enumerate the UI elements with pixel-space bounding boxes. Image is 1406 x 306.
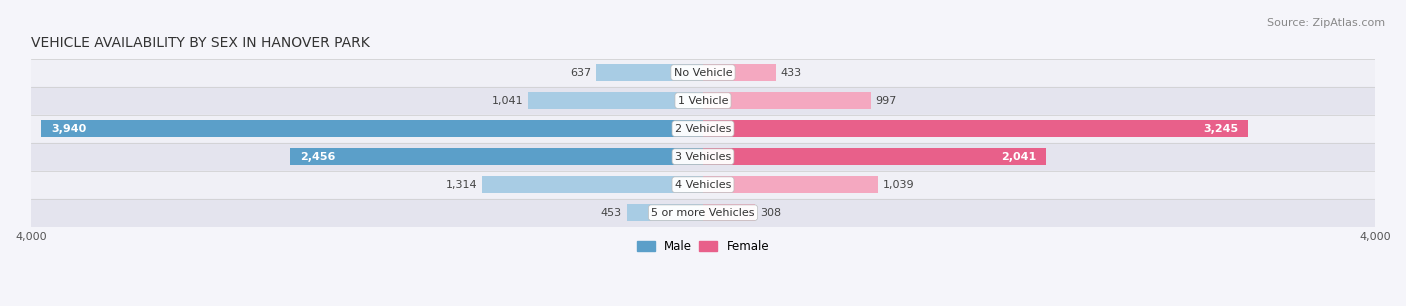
Text: 3,245: 3,245 bbox=[1204, 124, 1239, 134]
Bar bbox=[703, 204, 755, 221]
Bar bbox=[31, 58, 1375, 87]
Text: 4 Vehicles: 4 Vehicles bbox=[675, 180, 731, 190]
Bar bbox=[703, 148, 1046, 165]
Text: 1 Vehicle: 1 Vehicle bbox=[678, 95, 728, 106]
Text: 2,456: 2,456 bbox=[301, 152, 336, 162]
Text: 997: 997 bbox=[876, 95, 897, 106]
Legend: Male, Female: Male, Female bbox=[633, 235, 773, 258]
Text: 453: 453 bbox=[600, 208, 621, 218]
Text: 433: 433 bbox=[780, 68, 801, 77]
Bar bbox=[31, 143, 1375, 171]
Bar bbox=[529, 92, 703, 109]
Bar bbox=[703, 176, 877, 193]
Text: 1,314: 1,314 bbox=[446, 180, 477, 190]
Bar bbox=[31, 87, 1375, 114]
Bar bbox=[41, 120, 703, 137]
Text: VEHICLE AVAILABILITY BY SEX IN HANOVER PARK: VEHICLE AVAILABILITY BY SEX IN HANOVER P… bbox=[31, 36, 370, 50]
Text: 3,940: 3,940 bbox=[51, 124, 86, 134]
Text: 637: 637 bbox=[569, 68, 591, 77]
Text: 3 Vehicles: 3 Vehicles bbox=[675, 152, 731, 162]
Bar bbox=[31, 114, 1375, 143]
Text: No Vehicle: No Vehicle bbox=[673, 68, 733, 77]
Bar bbox=[31, 171, 1375, 199]
Bar bbox=[703, 64, 776, 81]
Text: 1,041: 1,041 bbox=[491, 95, 523, 106]
Bar bbox=[482, 176, 703, 193]
Text: 1,039: 1,039 bbox=[883, 180, 914, 190]
Bar bbox=[290, 148, 703, 165]
Bar bbox=[596, 64, 703, 81]
Text: 2 Vehicles: 2 Vehicles bbox=[675, 124, 731, 134]
Bar bbox=[627, 204, 703, 221]
Bar bbox=[703, 120, 1249, 137]
Text: 308: 308 bbox=[759, 208, 780, 218]
Text: 2,041: 2,041 bbox=[1001, 152, 1036, 162]
Text: 5 or more Vehicles: 5 or more Vehicles bbox=[651, 208, 755, 218]
Text: Source: ZipAtlas.com: Source: ZipAtlas.com bbox=[1267, 18, 1385, 28]
Bar bbox=[703, 92, 870, 109]
Bar bbox=[31, 199, 1375, 227]
